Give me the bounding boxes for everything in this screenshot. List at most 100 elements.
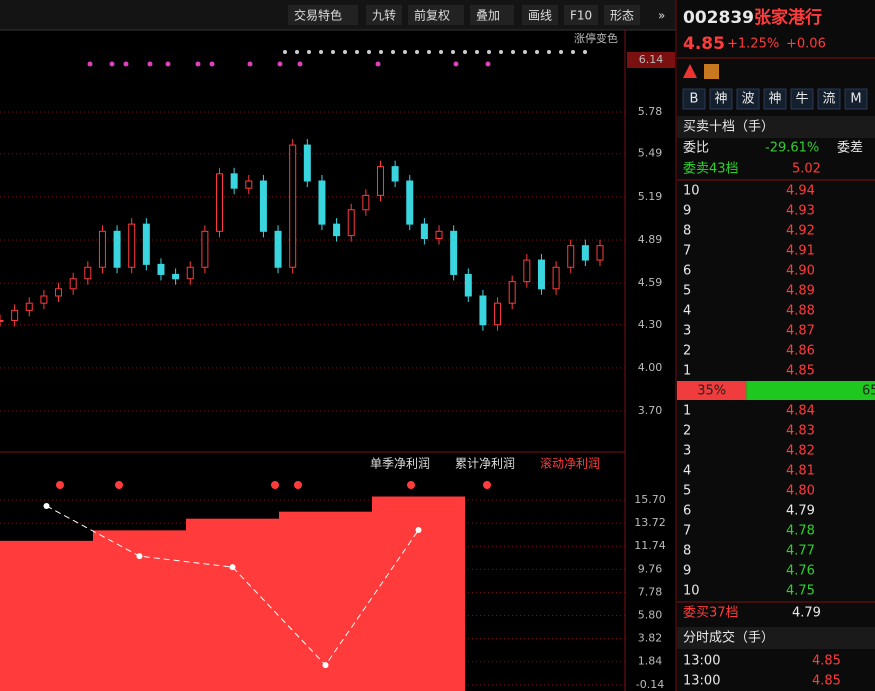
candle	[347, 209, 355, 237]
quote-button-label[interactable]: B	[690, 92, 699, 107]
quote-button-label[interactable]: M	[850, 92, 861, 107]
quote-button[interactable]	[736, 88, 760, 110]
quote-button[interactable]	[817, 88, 841, 110]
buy-total-price: 4.79	[792, 606, 821, 621]
profit-point	[322, 662, 329, 669]
stock-code: 002839	[683, 8, 754, 28]
toolbar-label[interactable]: F10	[570, 9, 592, 23]
sell-price: 4.89	[786, 284, 815, 299]
candle	[376, 166, 384, 196]
profit-point	[136, 553, 143, 560]
change: +0.06	[786, 37, 826, 52]
candle	[406, 180, 414, 225]
signal-dot	[451, 50, 455, 54]
toolbar-label[interactable]: 交易特色	[294, 8, 342, 23]
candle	[450, 230, 458, 275]
signal-dot	[535, 50, 539, 54]
buy-price: 4.80	[786, 484, 815, 499]
quote-button-label[interactable]: 神	[714, 92, 727, 107]
candle	[157, 263, 165, 275]
quote-button-label[interactable]: 神	[768, 92, 781, 107]
quote-button[interactable]	[844, 88, 868, 110]
panel-tab[interactable]: 累计净利润	[455, 457, 515, 471]
event-pin[interactable]	[271, 481, 279, 489]
signal-dot	[487, 50, 491, 54]
candle	[362, 194, 370, 211]
toolbar-label[interactable]: 叠加	[476, 9, 500, 23]
toolbar-label[interactable]: 形态	[610, 9, 634, 23]
sell-price: 4.92	[786, 224, 815, 239]
buy-level: 2	[683, 424, 691, 439]
quote-bg	[677, 0, 875, 691]
candle	[84, 266, 92, 280]
toolbar-button[interactable]	[470, 5, 514, 25]
sell-total-price: 5.02	[792, 162, 821, 177]
sell-level: 3	[683, 324, 691, 339]
candle	[230, 173, 238, 189]
candle	[435, 230, 443, 239]
toolbar-button[interactable]	[564, 5, 598, 25]
profit-tick: -0.14	[636, 678, 664, 691]
candle	[0, 319, 4, 322]
buy-strength-label: 35%	[697, 384, 726, 399]
ratio: -29.61%	[765, 141, 819, 156]
profit-tick: 13.72	[634, 516, 666, 529]
sell-level: 6	[683, 264, 691, 279]
sell-strength	[746, 381, 875, 400]
buy-level: 3	[683, 444, 691, 459]
price-tick: 4.30	[638, 318, 663, 331]
price-tick: 5.49	[638, 147, 663, 160]
sell-level: 4	[683, 304, 691, 319]
quote-button[interactable]	[682, 88, 706, 110]
profit-bar	[372, 496, 465, 691]
toolbar-button[interactable]	[604, 5, 640, 25]
toolbar-button[interactable]	[366, 5, 402, 25]
toolbar-button[interactable]	[522, 5, 558, 25]
signal-dot	[343, 50, 347, 54]
chart-label: 涨停变色	[574, 31, 618, 45]
event-pin[interactable]	[483, 481, 491, 489]
quote-button[interactable]	[763, 88, 787, 110]
event-pin[interactable]	[115, 481, 123, 489]
buy-level: 5	[683, 484, 691, 499]
toolbar-button[interactable]	[288, 5, 358, 25]
quote-button[interactable]	[709, 88, 733, 110]
signal-dot	[547, 50, 551, 54]
buy-level: 10	[683, 584, 700, 599]
trade-price: 4.85	[812, 654, 841, 669]
signal-dot	[403, 50, 407, 54]
more-icon[interactable]: »	[658, 9, 665, 23]
toolbar-label[interactable]: 九转	[372, 8, 396, 23]
signal-dot	[463, 50, 467, 54]
section-bg	[677, 627, 875, 649]
candle	[259, 180, 267, 232]
toolbar-button[interactable]	[408, 5, 464, 25]
panel-tab[interactable]: 滚动净利润	[540, 456, 600, 471]
quote-button[interactable]	[790, 88, 814, 110]
candle	[567, 245, 575, 268]
quote-button-label[interactable]: 波	[741, 92, 754, 107]
panel-tab[interactable]: 单季净利润	[370, 457, 430, 471]
candle	[113, 230, 121, 268]
signal-dot	[247, 61, 253, 67]
trade-time: 13:00	[683, 654, 720, 669]
signal-dot	[453, 61, 459, 67]
signal-dot	[195, 61, 201, 67]
event-pin[interactable]	[294, 481, 302, 489]
quote-button-label[interactable]: 流	[822, 92, 835, 107]
candle	[40, 295, 48, 304]
signal-dot	[475, 50, 479, 54]
event-pin[interactable]	[56, 481, 64, 489]
signal-dot	[523, 50, 527, 54]
buy-strength	[677, 381, 747, 400]
event-pin[interactable]	[407, 481, 415, 489]
signal-dot	[109, 61, 115, 67]
last-price: 4.85	[683, 34, 725, 54]
signal-dot	[147, 61, 153, 67]
toolbar-label[interactable]: 前复权	[414, 8, 450, 23]
quote-button-label[interactable]: 牛	[795, 92, 808, 107]
sell-total: 委卖43档	[683, 162, 739, 177]
signal-dot	[295, 50, 299, 54]
toolbar-label[interactable]: 画线	[528, 9, 552, 23]
